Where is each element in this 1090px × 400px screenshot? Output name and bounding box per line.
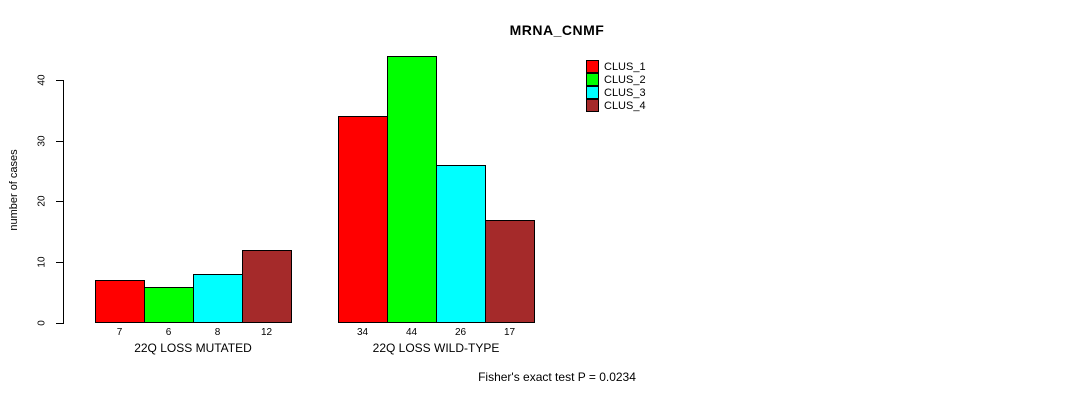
bar-clus_2-wild-type [387,56,437,323]
chart-title: MRNA_CNMF [509,22,605,38]
bar-clus_4-mutated [242,250,292,323]
bar-value-label: 12 [260,327,273,338]
legend-item: CLUS_2 [586,73,646,86]
legend-label: CLUS_4 [604,99,646,112]
bar-clus_4-wild-type [485,220,535,323]
legend-swatch-icon [586,60,599,73]
y-tick-mark [56,201,64,202]
bar-value-label: 17 [503,327,516,338]
legend-label: CLUS_2 [604,73,646,86]
bar-value-label: 6 [165,327,172,338]
y-tick-mark [56,80,64,81]
legend: CLUS_1 CLUS_2 CLUS_3 CLUS_4 [586,60,646,112]
legend-item: CLUS_1 [586,60,646,73]
group-label: 22Q LOSS MUTATED [134,341,252,355]
legend-swatch-icon [586,86,599,99]
bar-clus_1-mutated [95,280,145,323]
legend-swatch-icon [586,73,599,86]
fisher-test-annotation: Fisher's exact test P = 0.0234 [478,370,636,384]
y-tick-label: 10 [36,256,48,268]
bar-value-label: 8 [214,327,221,338]
bar-clus_3-wild-type [436,165,486,323]
legend-label: CLUS_3 [604,86,646,99]
group-label: 22Q LOSS WILD-TYPE [372,341,500,355]
y-tick-mark [56,323,64,324]
y-tick-mark [56,141,64,142]
bar-clus_1-wild-type [338,116,388,323]
legend-swatch-icon [586,99,599,112]
legend-label: CLUS_1 [604,60,646,73]
y-tick-label: 30 [36,135,48,147]
bar-value-label: 26 [454,327,467,338]
legend-item: CLUS_4 [586,99,646,112]
y-axis-line [63,80,64,324]
bar-clus_2-mutated [144,287,194,323]
y-tick-label: 0 [36,320,48,326]
y-tick-mark [56,262,64,263]
bar-value-label: 7 [116,327,123,338]
legend-item: CLUS_3 [586,86,646,99]
y-tick-label: 40 [36,74,48,86]
bar-clus_3-mutated [193,274,243,323]
bar-value-label: 44 [405,327,418,338]
y-axis-label: number of cases [8,149,20,231]
y-tick-label: 20 [36,195,48,207]
bar-value-label: 34 [356,327,369,338]
